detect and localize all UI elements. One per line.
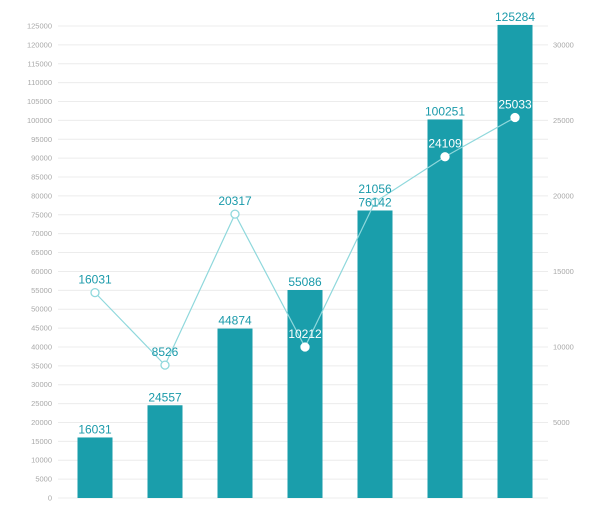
left-tick-label: 90000: [31, 154, 52, 163]
line-point: [160, 360, 170, 370]
bar-value-label: 44874: [218, 314, 252, 328]
bar-series: [77, 24, 533, 499]
left-tick-label: 0: [48, 494, 52, 503]
left-tick-label: 85000: [31, 173, 52, 182]
bar-value-label: 76142: [358, 195, 392, 209]
right-tick-label: 5000: [553, 418, 570, 427]
bar: [147, 405, 183, 498]
left-tick-label: 45000: [31, 324, 52, 333]
line-value-label: 24109: [428, 137, 462, 151]
left-tick-label: 50000: [31, 305, 52, 314]
left-tick-label: 70000: [31, 229, 52, 238]
bar: [77, 437, 113, 498]
left-tick-label: 110000: [28, 78, 52, 87]
left-tick-label: 125000: [27, 22, 52, 31]
bar-value-label: 125284: [495, 10, 535, 24]
line-point: [300, 342, 310, 352]
left-tick-label: 40000: [31, 342, 52, 351]
line-point: [510, 112, 520, 123]
line-point: [90, 287, 100, 298]
data-labels: 16031 24557 44874 55086 76142 100251 125284 160…: [78, 10, 535, 437]
bar: [357, 210, 393, 499]
line-point: [370, 197, 380, 207]
right-tick-label: 20000: [553, 192, 574, 201]
left-tick-label: 120000: [27, 40, 52, 49]
left-tick-label: 60000: [31, 267, 52, 276]
line-value-label: 25033: [498, 97, 532, 111]
left-tick-label: 25000: [31, 399, 52, 408]
left-tick-label: 105000: [27, 97, 52, 106]
left-tick-label: 30000: [31, 380, 52, 389]
bar: [217, 328, 253, 498]
left-tick-label: 115000: [28, 59, 52, 68]
bar-value-label: 100251: [425, 104, 465, 118]
line-value-label: 8526: [152, 345, 179, 359]
left-tick-label: 55000: [31, 286, 52, 295]
line-point: [230, 209, 240, 219]
bar-value-label: 16031: [78, 422, 112, 436]
bar-value-label: 24557: [148, 390, 182, 404]
left-tick-label: 80000: [31, 191, 52, 200]
right-tick-label: 10000: [553, 343, 574, 352]
line-point: [440, 152, 450, 162]
line-value-label: 10212: [288, 327, 322, 341]
left-tick-label: 95000: [31, 135, 52, 144]
bar: [427, 119, 463, 499]
line-value-label: 20317: [218, 194, 252, 208]
left-tick-label: 15000: [31, 437, 52, 446]
right-tick-label: 25000: [553, 116, 574, 125]
left-tick-label: 20000: [31, 418, 52, 427]
right-y-axis: 5000 10000 15000 20000 25000 30000: [553, 41, 574, 428]
bar-value-label: 55086: [288, 275, 322, 289]
left-tick-label: 65000: [31, 248, 52, 257]
line-series: [90, 112, 520, 370]
line-value-label: 16031: [78, 273, 112, 287]
right-tick-label: 30000: [553, 41, 574, 50]
left-tick-label: 100000: [27, 116, 52, 125]
grid-lines: [58, 25, 548, 499]
left-tick-label: 10000: [31, 456, 52, 465]
line-value-label: 21056: [358, 182, 392, 196]
bar: [497, 24, 533, 499]
right-tick-label: 15000: [553, 267, 574, 276]
left-y-axis: 0 5000 10000 15000 20000 25000 30000 35000 40000…: [27, 22, 52, 503]
left-tick-label: 5000: [35, 475, 52, 484]
left-tick-label: 35000: [31, 361, 52, 370]
left-tick-label: 75000: [31, 210, 52, 219]
